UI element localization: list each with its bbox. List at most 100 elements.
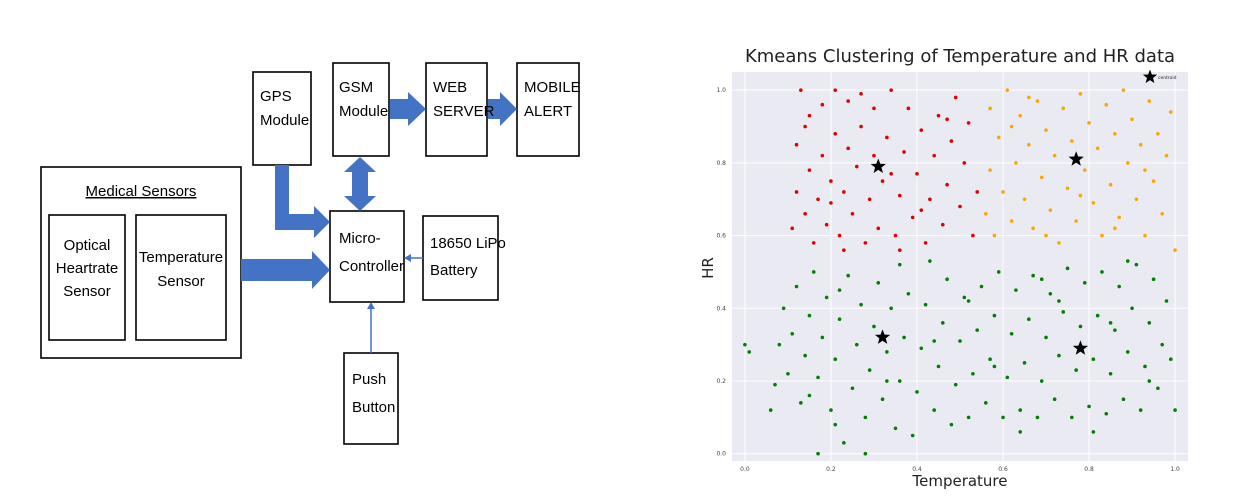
scatter-point bbox=[1027, 317, 1031, 322]
grid-lines bbox=[732, 72, 1188, 461]
scatter-point bbox=[1108, 371, 1113, 376]
scatter-point bbox=[854, 342, 859, 347]
scatter-point bbox=[897, 379, 902, 383]
scatter-point bbox=[1130, 306, 1134, 311]
scatter-point bbox=[1138, 142, 1143, 147]
scatter-point bbox=[794, 190, 799, 194]
scatter-point bbox=[1031, 273, 1035, 278]
scatter-point bbox=[1057, 299, 1061, 303]
scatter-point bbox=[889, 88, 893, 92]
scatter-point bbox=[829, 408, 833, 412]
scatter-point bbox=[1035, 415, 1040, 420]
scatter-point bbox=[1078, 193, 1083, 198]
scatter-point bbox=[790, 331, 795, 336]
scatter-point bbox=[773, 382, 777, 387]
centroid-star bbox=[1068, 151, 1084, 166]
scatter-point bbox=[1052, 153, 1057, 158]
scatter-point bbox=[1065, 266, 1070, 271]
scatter-point bbox=[945, 277, 949, 282]
scatter-point bbox=[966, 415, 971, 420]
scatter-point bbox=[747, 350, 752, 354]
scatter-point bbox=[923, 302, 928, 307]
scatter-point bbox=[816, 451, 820, 456]
scatter-point bbox=[945, 182, 949, 187]
scatter-point bbox=[1087, 404, 1091, 409]
scatter-point bbox=[1160, 211, 1164, 216]
scatter-point bbox=[932, 408, 936, 412]
temperature-sensor-box bbox=[135, 214, 227, 341]
legend-centroid-star bbox=[1142, 69, 1158, 84]
scatter-point bbox=[1125, 350, 1130, 354]
scatter-point bbox=[940, 222, 945, 227]
scatter-point bbox=[1125, 259, 1130, 263]
scatter-point bbox=[1087, 121, 1091, 125]
scatter-point bbox=[1027, 95, 1031, 100]
scatter-point bbox=[897, 262, 902, 267]
scatter-point bbox=[794, 284, 799, 289]
scatter-point bbox=[962, 295, 967, 300]
scatter-point bbox=[932, 339, 936, 343]
scatter-point bbox=[885, 350, 889, 354]
scatter-point bbox=[1031, 226, 1035, 231]
scatter-point bbox=[1173, 408, 1177, 412]
scatter-point bbox=[794, 142, 799, 147]
push-button-label: Push Button bbox=[352, 371, 395, 416]
scatter-point bbox=[1005, 88, 1010, 92]
gps-to-micro-arrow bbox=[275, 165, 330, 238]
scatter-point bbox=[1147, 379, 1152, 383]
scatter-point bbox=[1048, 291, 1053, 296]
scatter-point bbox=[992, 364, 997, 369]
scatter-point bbox=[876, 281, 881, 285]
scatter-point bbox=[833, 422, 838, 427]
web-server-label: WEB SERVER bbox=[433, 79, 495, 120]
scatter-point bbox=[1057, 241, 1061, 245]
scatter-point bbox=[885, 379, 889, 383]
scatter-point bbox=[846, 99, 850, 103]
scatter-point bbox=[1009, 124, 1014, 129]
scatter-point bbox=[820, 153, 825, 158]
scatter-point bbox=[971, 233, 975, 238]
y-tick-label: 0.0 bbox=[716, 451, 726, 458]
scatter-point bbox=[992, 233, 997, 238]
scatter-point bbox=[1134, 197, 1139, 202]
scatter-point bbox=[988, 106, 992, 111]
scatter-point bbox=[1147, 321, 1152, 325]
scatter-point bbox=[854, 164, 859, 169]
scatter-point bbox=[781, 306, 786, 311]
scatter-point bbox=[807, 168, 812, 172]
y-tick-labels: 0.0 0.2 0.4 0.6 0.8 1.0 bbox=[716, 87, 726, 458]
sensors-to-micro-arrow bbox=[241, 251, 330, 289]
scatter-point bbox=[829, 179, 833, 183]
scatter-point bbox=[1035, 99, 1040, 103]
scatter-point bbox=[919, 128, 924, 132]
battery-box bbox=[422, 215, 499, 301]
scatter-point bbox=[1022, 197, 1027, 202]
scatter-point bbox=[915, 390, 919, 394]
scatter-point bbox=[842, 190, 846, 194]
scatter-point bbox=[1121, 397, 1126, 401]
scatter-point bbox=[1074, 219, 1078, 223]
scatter-point bbox=[786, 371, 790, 376]
scatter-point bbox=[1061, 310, 1066, 314]
y-tick-label: 0.2 bbox=[716, 378, 726, 385]
scatter-point bbox=[1160, 342, 1164, 347]
scatter-point bbox=[1014, 288, 1018, 292]
scatter-point bbox=[743, 342, 747, 347]
scatter-point bbox=[988, 168, 992, 172]
scatter-point bbox=[988, 357, 992, 362]
scatter-point bbox=[1095, 146, 1100, 151]
temperature-sensor-label: Temperature Sensor bbox=[139, 249, 223, 290]
scatter-point bbox=[816, 375, 820, 380]
scatter-point bbox=[992, 313, 997, 318]
centroid-star bbox=[874, 329, 891, 344]
scatter-point bbox=[863, 241, 868, 245]
scatter-point bbox=[777, 342, 782, 347]
scatter-point bbox=[1104, 411, 1109, 416]
scatter-point bbox=[902, 335, 906, 340]
scatter-point bbox=[846, 273, 850, 278]
push-button-box bbox=[343, 352, 399, 445]
optical-sensor-box bbox=[48, 214, 126, 341]
medical-sensors-title: Medical Sensors bbox=[86, 183, 197, 200]
scatter-point bbox=[807, 113, 812, 118]
scatter-point bbox=[1091, 201, 1096, 205]
